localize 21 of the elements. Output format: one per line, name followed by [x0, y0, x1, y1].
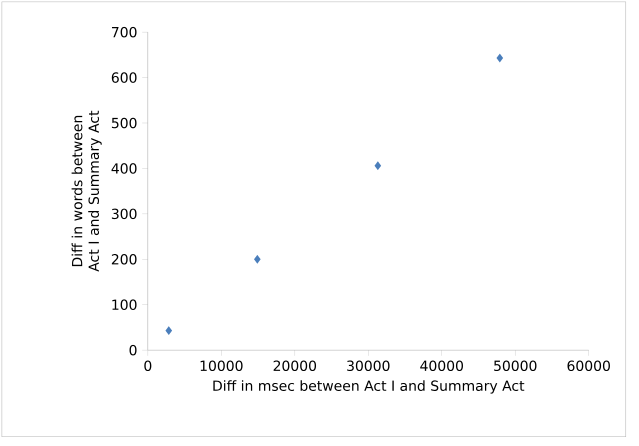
- y-tick-label: 500: [112, 118, 137, 128]
- x-tick-label: 10000: [200, 360, 243, 371]
- y-axis-title: Diff in words between Act I and Summary Act: [72, 110, 102, 272]
- y-tick-label: 200: [112, 254, 137, 264]
- x-tick-label: 30000: [347, 360, 390, 371]
- x-tick-label: 60000: [568, 360, 610, 371]
- x-tick-label: 40000: [420, 360, 463, 371]
- x-axis-title: Diff in msec between Act I and Summary Act: [213, 380, 524, 394]
- x-tick-label: 0: [144, 360, 152, 371]
- y-tick-label: 700: [112, 26, 137, 38]
- y-tick-label: 0: [130, 344, 137, 356]
- y-tick-label: 400: [112, 163, 137, 174]
- y-tick-label: 100: [112, 299, 137, 310]
- y-tick-label: 600: [112, 72, 137, 83]
- point: [496, 54, 504, 62]
- x-tick-label: 50000: [494, 360, 536, 371]
- point: [374, 161, 382, 170]
- point: [166, 326, 172, 335]
- point: [254, 254, 261, 264]
- x-tick-label: 20000: [274, 360, 316, 371]
- y-tick-label: 300: [112, 208, 137, 220]
